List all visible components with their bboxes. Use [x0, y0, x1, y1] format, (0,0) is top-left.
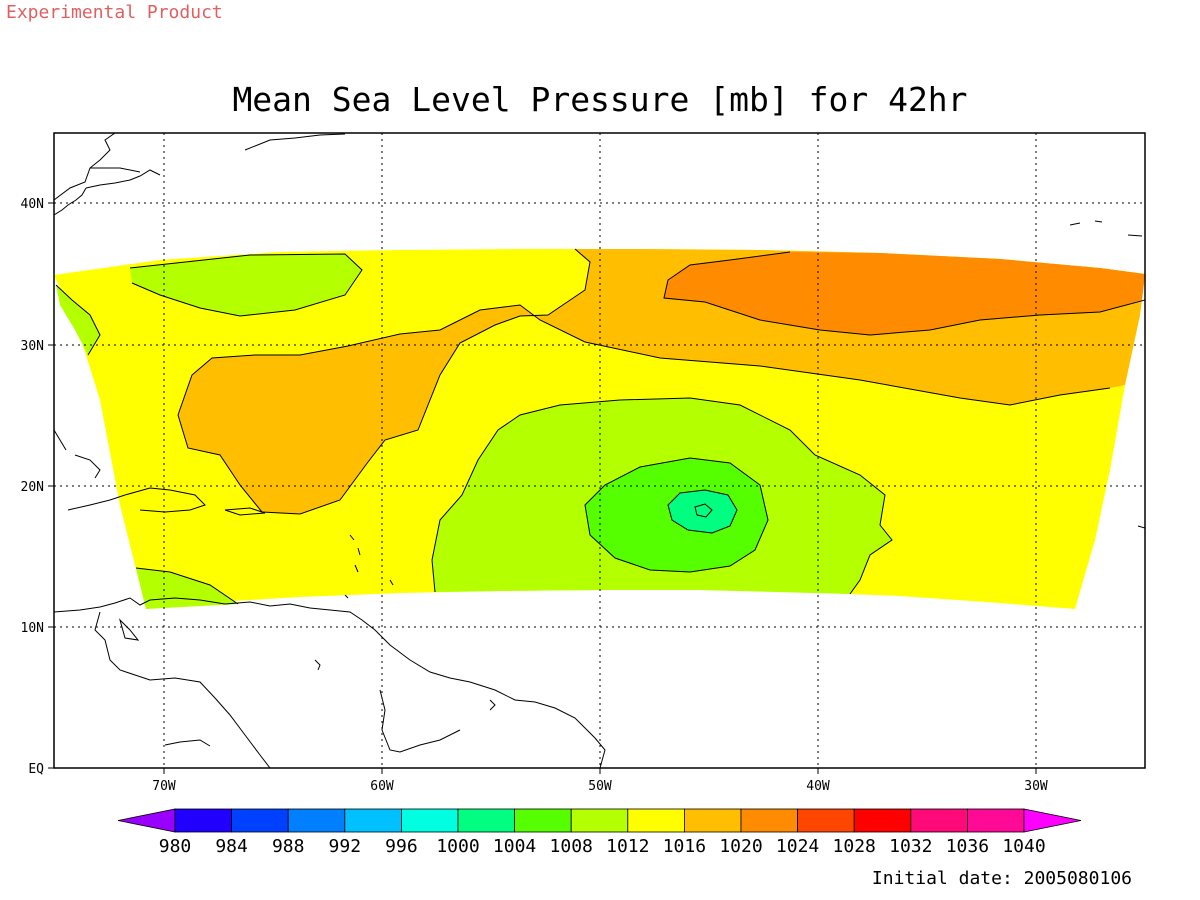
lat-label-10n: 10N — [21, 621, 44, 636]
colorbar-segment — [344, 808, 402, 833]
lat-label-40n: 40N — [21, 197, 44, 212]
lat-label-20n: 20N — [21, 480, 44, 495]
colorbar-tick-label: 1012 — [606, 836, 649, 857]
colorbar-segment — [174, 808, 232, 833]
lon-label-70w: 70W — [152, 779, 176, 794]
pressure-field — [54, 248, 1145, 609]
field-1012-west — [56, 285, 100, 355]
colorbar-tick-label: 1008 — [550, 836, 593, 857]
colorbar-tick-label: 992 — [329, 836, 362, 857]
colorbar-tick-label: 1016 — [663, 836, 706, 857]
colorbar-tick-label: 1032 — [889, 836, 932, 857]
colorbar-tick-label: 988 — [272, 836, 305, 857]
colorbar-segment — [853, 808, 912, 833]
lat-label-30n: 30N — [21, 339, 44, 354]
colorbar-segment — [231, 808, 289, 833]
lat-lon-grid — [54, 133, 1145, 768]
colorbar-tick-label: 984 — [215, 836, 248, 857]
colorbar-upper-arrow — [1023, 808, 1082, 833]
field-1004 — [668, 490, 737, 533]
experimental-product-label: Experimental Product — [6, 2, 223, 23]
colorbar-tick-label: 1020 — [719, 836, 762, 857]
colorbar-segment — [287, 808, 346, 833]
colorbar-tick-label: 1028 — [833, 836, 876, 857]
colorbar-tick-label: 1024 — [776, 836, 819, 857]
colorbar-segment — [400, 808, 459, 833]
colorbar-segment — [967, 808, 1025, 833]
colorbar-tick-label: 1036 — [946, 836, 989, 857]
colorbar-lower-arrow — [117, 808, 176, 833]
colorbar: 980 984 988 992 996 1000 1004 1008 1012 1016 1020 1… — [117, 808, 1082, 857]
field-1024 — [664, 252, 1145, 335]
colorbar-tick-label: 1000 — [436, 836, 479, 857]
map-title: Mean Sea Level Pressure [mb] for 42hr — [232, 80, 968, 119]
lon-label-30w: 30W — [1024, 779, 1048, 794]
colorbar-segment — [684, 808, 742, 833]
colorbar-segment — [910, 808, 968, 833]
colorbar-segment — [627, 808, 685, 833]
colorbar-segment — [457, 808, 515, 833]
colorbar-tick-label: 1040 — [1002, 836, 1045, 857]
colorbar-tick-label: 980 — [159, 836, 192, 857]
colorbar-tick-label: 1004 — [493, 836, 536, 857]
lon-label-40w: 40W — [806, 779, 830, 794]
lon-label-50w: 50W — [588, 779, 612, 794]
field-1012-nw — [130, 254, 362, 316]
lon-label-60w: 60W — [370, 779, 394, 794]
lat-label-eq: EQ — [28, 762, 44, 777]
colorbar-segment — [570, 808, 629, 833]
colorbar-segment — [514, 808, 572, 833]
axis-ticks — [48, 202, 1037, 774]
colorbar-tick-label: 996 — [385, 836, 418, 857]
coastlines — [54, 133, 1145, 768]
colorbar-segment — [740, 808, 798, 833]
initial-date: Initial date: 2005080106 — [871, 868, 1132, 889]
colorbar-segment — [797, 808, 855, 833]
